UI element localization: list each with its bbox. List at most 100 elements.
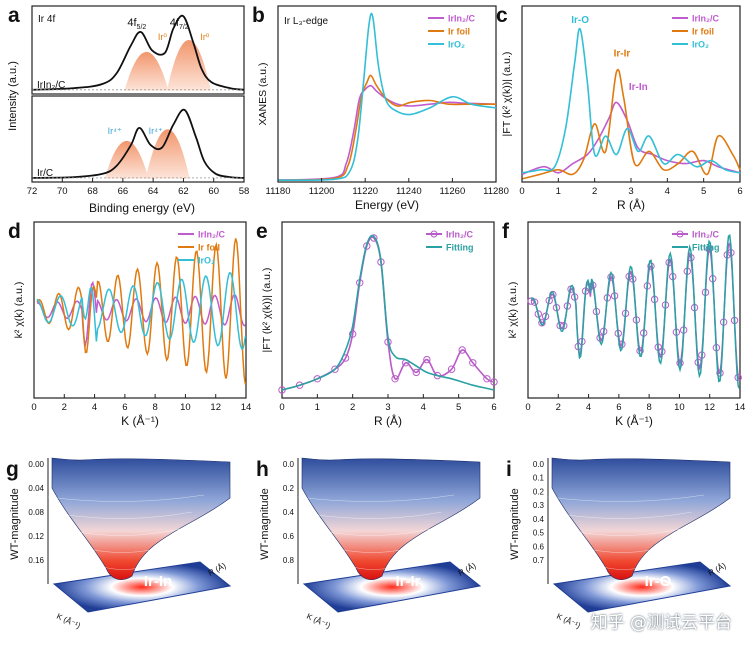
panel-a-bottom-component-label: Ir⁴⁺: [149, 126, 163, 136]
panel-i-ztick-label: 0.1: [533, 474, 545, 483]
panel-i-contour: [571, 528, 681, 536]
panel-b-xlabel: Energy (eV): [355, 198, 419, 212]
panel-b-legend-label: Ir foil: [448, 27, 470, 37]
panel-d-ylabel: k² χ(k) (a.u.): [13, 282, 25, 339]
panel-e-data-point: [313, 375, 322, 383]
panel-a-xtick-label: 60: [208, 186, 219, 197]
panel-c-ylabel: |FT (k² χ(k))| (a.u.): [501, 52, 513, 137]
panel-e-legend-marker: [430, 230, 438, 238]
panel-e-xtick-label: 0: [279, 402, 284, 413]
panel-f-xtick-label: 8: [646, 402, 651, 413]
panel-i-base-plane: [552, 561, 732, 613]
panel-g-ztick-label: 0.12: [28, 532, 44, 541]
panel-a-letter: a: [8, 4, 20, 27]
panel-a-top-component-label: Ir⁰: [200, 32, 209, 42]
panel-i-zlabel: WT-magnitude: [509, 488, 521, 560]
panel-a-xlabel: Binding energy (eV): [89, 201, 195, 215]
panel-h-ztick-label: 0.2: [283, 484, 295, 493]
panel-g-contour: [71, 528, 181, 536]
panel-a-bottom-component-fill: [145, 129, 190, 179]
panel-a-bottom-spectrum: [31, 108, 245, 179]
panel-i-ztick-label: 0.6: [533, 542, 545, 551]
panel-h-contour: [345, 562, 407, 570]
panel-h-ztick-label: 0.8: [283, 556, 295, 565]
panel-e-data-point: [331, 365, 339, 373]
panel-i-letter: i: [506, 458, 512, 481]
panel-e-data-point: [278, 386, 286, 394]
panel-h-contour: [297, 494, 455, 502]
panel-i-peak-label: Ir-O: [645, 573, 672, 590]
panel-c-series-line: [521, 27, 741, 174]
panel-c-legend-label: IrIn₂/C: [692, 14, 720, 24]
panel-a-top-frame: [31, 5, 245, 95]
panel-d-legend-label: Ir foil: [198, 243, 220, 253]
panel-g-ztick-label: 0.16: [28, 556, 44, 565]
panel-g-contour: [59, 511, 193, 519]
panel-c-xtick-label: 1: [556, 186, 561, 197]
panel-b-legend-label: IrIn₂/C: [448, 14, 476, 24]
panel-b-xtick-label: 11220: [352, 186, 378, 197]
panel-a-bottom-component-fill: [104, 140, 149, 179]
panel-g-surface: [51, 457, 231, 580]
panel-a-top-component-label: Ir⁰: [158, 32, 167, 42]
panel-e-data-point: [412, 368, 420, 377]
panel-c-series-line: [521, 101, 741, 176]
panel-i-ztick-label: 0.2: [533, 487, 545, 496]
panel-e-xlabel: R (Å): [374, 413, 402, 428]
panel-e-xtick-label: 6: [491, 402, 496, 413]
panel-c-annotation: Ir-In: [629, 82, 648, 93]
panel-e-data-point: [490, 378, 498, 386]
panel-h-ztick-label: 0.4: [283, 508, 295, 517]
panel-d-letter: d: [8, 220, 21, 243]
panel-f-data-point: [530, 298, 539, 306]
panel-e-xtick-label: 4: [421, 402, 426, 413]
panel-d-xtick-label: 14: [241, 402, 252, 413]
panel-c-xtick-label: 0: [519, 186, 524, 197]
panel-g-base-plane: [52, 561, 232, 613]
panel-i-surface: [551, 457, 731, 580]
panel-e-xtick-label: 1: [315, 402, 320, 413]
panel-f-xtick-label: 12: [704, 402, 715, 413]
panel-f-data-point: [538, 319, 546, 327]
panel-e-data-point: [370, 234, 378, 242]
panel-b-series-line: [277, 12, 497, 182]
panel-g-contour: [47, 494, 205, 502]
panel-e-data-point: [391, 375, 399, 383]
panel-e-series-line: [281, 234, 495, 391]
panel-a-xtick-label: 66: [118, 186, 129, 197]
panel-b-xtick-label: 11180: [265, 186, 290, 197]
panel-f-xtick-label: 0: [525, 402, 530, 413]
panel-f-series-line: [530, 233, 741, 389]
panel-c-xtick-label: 6: [737, 186, 742, 197]
panel-f-xtick-label: 2: [556, 402, 561, 413]
panel-e-data-point: [423, 355, 431, 364]
panel-a-xtick-label: 62: [178, 186, 189, 197]
panel-c-xtick-label: 5: [701, 186, 706, 197]
panel-c-xtick-label: 4: [665, 186, 670, 197]
panel-h-zlabel: WT-magnitude: [259, 488, 271, 560]
panel-d-frame: [33, 221, 247, 399]
panel-a-top-spectrum: [31, 14, 245, 91]
panel-f-xlabel: K (Å⁻¹): [615, 413, 653, 428]
panel-d-legend-label: IrIn₂/C: [198, 230, 226, 240]
panel-d-xtick-label: 2: [62, 402, 67, 413]
panel-e-legend-label: Fitting: [446, 243, 474, 253]
panel-b-xtick-label: 11240: [396, 186, 422, 197]
panel-e-data-point: [458, 346, 466, 354]
panel-g-ztick-label: 0.04: [28, 484, 44, 493]
panel-a-xtick-label: 64: [148, 186, 159, 197]
panel-d-series-line: [36, 271, 247, 350]
panel-d-xtick-label: 0: [31, 402, 36, 413]
panel-h-kaxis-label: K (Å⁻¹): [305, 612, 332, 631]
panel-b-title: Ir L₃-edge: [284, 16, 329, 27]
panel-g-peak-label: Ir-In: [144, 573, 172, 590]
panel-e-letter: e: [256, 220, 268, 243]
panel-h-surface: [301, 457, 481, 580]
panel-e-series-line: [281, 236, 495, 391]
panel-g-letter: g: [6, 458, 19, 481]
panel-a-bottom-frame: [31, 95, 245, 183]
panel-b-series-line: [277, 74, 496, 181]
panel-c-xlabel: R (Å): [617, 197, 645, 212]
panel-a-xtick-label: 70: [57, 186, 68, 197]
